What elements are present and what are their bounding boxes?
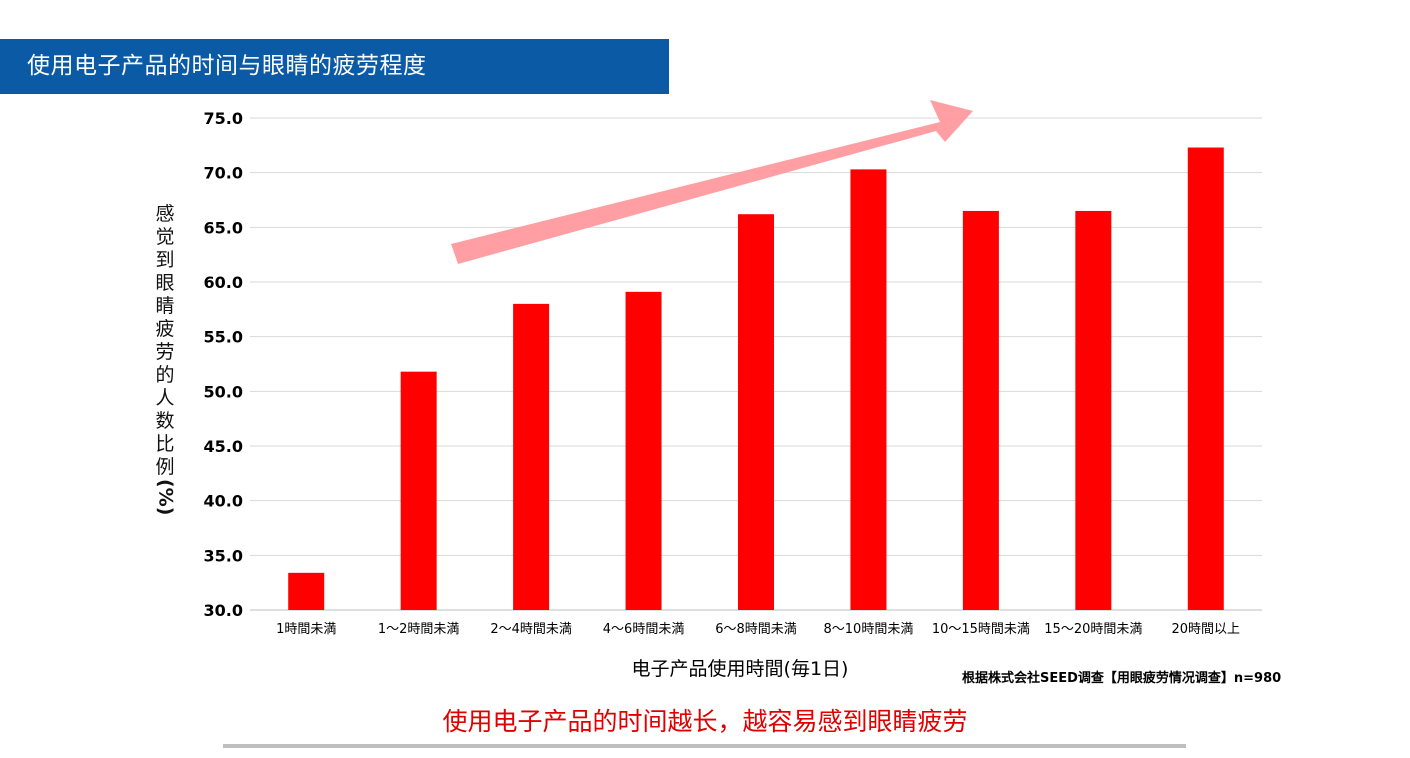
y-tick-label: 50.0 xyxy=(204,382,243,401)
x-tick-label: 1時間未満 xyxy=(276,622,336,637)
bar xyxy=(962,210,999,610)
y-tick-label: 45.0 xyxy=(204,437,243,456)
bars xyxy=(288,147,1224,611)
x-tick-label: 10～15時間未満 xyxy=(932,622,1030,637)
bar xyxy=(738,214,774,611)
source-note: 根据株式会社SEED调查【用眼疲劳情况调查】n=980 xyxy=(962,671,1282,686)
conclusion-text: 使用电子产品的时间越长，越容易感到眼睛疲劳 xyxy=(442,707,968,736)
trend-arrow xyxy=(451,100,973,264)
y-tick-label: 60.0 xyxy=(204,273,243,292)
bar xyxy=(850,169,887,611)
bar xyxy=(288,572,325,610)
title-banner: 使用电子产品的时间与眼睛的疲劳程度 xyxy=(0,39,669,94)
bar xyxy=(513,303,550,610)
x-tick-labels: 1時間未満 1～2時間未満 2～4時間未満 4～6時間未満 6～8時間未満 8～10時間未… xyxy=(276,622,1240,637)
y-tick-label: 75.0 xyxy=(204,109,243,128)
x-tick-label: 20時間以上 xyxy=(1172,622,1241,637)
x-tick-label: 1～2時間未満 xyxy=(378,622,460,637)
y-tick-label: 35.0 xyxy=(204,546,243,565)
trend-arrow-icon xyxy=(451,100,973,264)
y-axis-label: 感觉到眼睛疲劳的人数比例 (%) xyxy=(154,203,177,516)
y-tick-labels: 30.0 35.0 40.0 45.0 50.0 55.0 60.0 65.0 70.0 75.0 xyxy=(204,109,243,620)
bar xyxy=(1187,147,1224,610)
y-tick-label: 55.0 xyxy=(204,328,243,347)
x-tick-label: 8～10時間未満 xyxy=(824,622,914,637)
bar xyxy=(1075,210,1112,610)
page-title: 使用电子产品的时间与眼睛的疲劳程度 xyxy=(27,53,427,79)
y-tick-label: 65.0 xyxy=(204,218,243,237)
x-tick-label: 2～4時間未満 xyxy=(490,622,572,637)
y-tick-label: 40.0 xyxy=(204,492,243,511)
bar xyxy=(400,371,437,610)
y-tick-label: 70.0 xyxy=(204,164,243,183)
x-tick-label: 15～20時間未満 xyxy=(1044,622,1142,637)
x-axis-label: 电子产品使用時間(毎1日) xyxy=(631,658,849,680)
x-tick-label: 6～8時間未満 xyxy=(715,622,797,637)
x-tick-label: 4～6時間未満 xyxy=(603,622,685,637)
y-tick-label: 30.0 xyxy=(204,601,243,620)
bottom-divider xyxy=(223,744,1186,748)
bar xyxy=(625,291,662,610)
